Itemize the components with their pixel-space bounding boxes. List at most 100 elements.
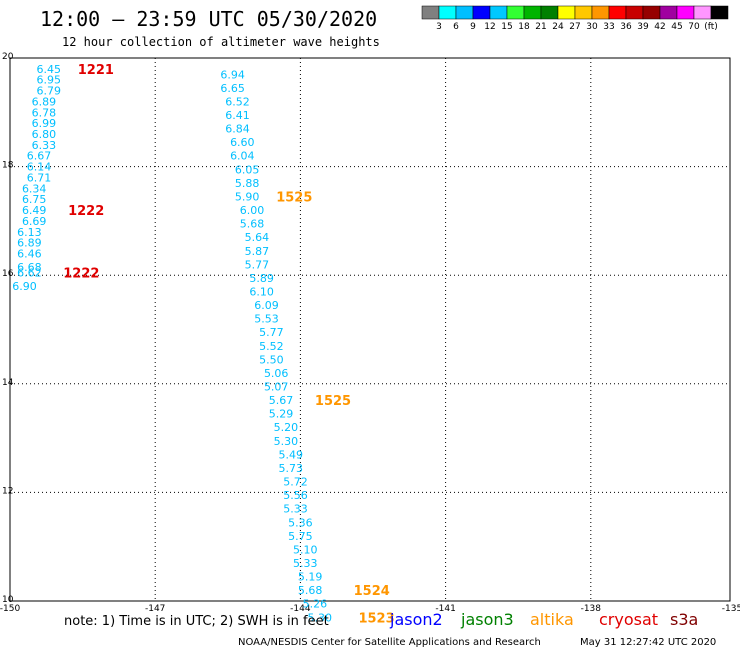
- wave-height-value: 6.13: [17, 226, 42, 239]
- wave-height-value: 5.53: [254, 313, 279, 326]
- legend-label: 18: [518, 22, 530, 32]
- wave-height-value: 6.46: [17, 247, 42, 260]
- legend-label: 27: [569, 22, 580, 32]
- latitude-tick-label: 12: [2, 486, 13, 496]
- wave-height-value: 6.14: [27, 161, 52, 174]
- wave-height-value: 5.64: [245, 231, 270, 244]
- wave-height-value: 5.29: [269, 408, 294, 421]
- wave-height-value: 5.87: [245, 245, 270, 258]
- legend-swatch: [676, 5, 695, 20]
- wave-height-value: 5.33: [293, 557, 318, 570]
- map-title: 12:00 – 23:59 UTC 05/30/2020: [40, 7, 377, 31]
- wave-height-value: 6.45: [36, 63, 61, 76]
- wave-height-value: 6.52: [225, 95, 250, 108]
- legend-swatch: [489, 5, 508, 20]
- wave-height-value: 6.89: [32, 95, 57, 108]
- legend-swatch: [574, 5, 593, 20]
- wave-height-value: 5.10: [293, 543, 318, 556]
- latitude-tick-label: 18: [2, 161, 14, 171]
- wave-height-value: 5.33: [283, 503, 308, 516]
- satellite-name-jason3: jason3: [460, 610, 514, 629]
- wave-height-value: 6.94: [220, 68, 245, 81]
- wave-height-value: 5.77: [259, 326, 284, 339]
- satellite-legend: jason2 jason3 altika cryosat s3a: [389, 610, 698, 629]
- legend-swatch: [421, 5, 440, 20]
- legend-label: 3: [436, 22, 442, 32]
- wave-height-value: 6.99: [32, 117, 57, 130]
- legend-label: 6: [453, 22, 459, 32]
- latitude-tick-label: 16: [2, 269, 14, 279]
- satellite-name-altika: altika: [530, 610, 574, 629]
- wave-height-value: 6.68: [17, 261, 42, 274]
- wave-height-value: 5.88: [235, 177, 260, 190]
- wave-height-value: 6.71: [27, 171, 52, 184]
- wave-height-value: 5.30: [308, 611, 333, 624]
- wave-height-value: 6.90: [12, 280, 37, 293]
- generated-timestamp: May 31 12:27:42 UTC 2020: [580, 637, 716, 648]
- legend-label: 15: [501, 22, 512, 32]
- legend-label: 70: [688, 22, 700, 32]
- legend-label: (ft): [704, 22, 718, 32]
- wave-height-points: 6.456.956.796.896.786.996.806.336.676.14…: [12, 63, 332, 624]
- pass-time-label: 1221: [78, 63, 114, 78]
- legend-label: 21: [535, 22, 546, 32]
- legend-label: 30: [586, 22, 598, 32]
- legend-label: 42: [654, 22, 665, 32]
- wave-height-value: 6.60: [230, 136, 255, 149]
- wave-height-value: 6.49: [22, 204, 47, 217]
- legend-swatch: [625, 5, 644, 20]
- wave-height-value: 6.65: [220, 82, 245, 95]
- longitude-tick-label: -147: [145, 604, 165, 614]
- pass-time-label: 1222: [63, 266, 99, 281]
- legend-swatch: [506, 5, 525, 20]
- legend-label: 45: [671, 22, 682, 32]
- legend-label: 9: [470, 22, 476, 32]
- wave-height-value: 6.79: [36, 85, 61, 98]
- wave-height-value: 5.26: [303, 598, 328, 611]
- wave-height-value: 6.33: [32, 139, 57, 152]
- wave-height-value: 6.09: [254, 299, 279, 312]
- wave-height-value: 5.67: [269, 394, 294, 407]
- wave-height-value: 5.90: [235, 190, 260, 203]
- wave-height-value: 5.06: [264, 367, 289, 380]
- satellite-name-cryosat: cryosat: [599, 610, 658, 629]
- legend-swatch: [693, 5, 712, 20]
- pass-time-label: 1524: [354, 584, 390, 599]
- lat-lon-grid: [10, 58, 730, 601]
- wave-height-value: 5.56: [283, 489, 308, 502]
- wave-height-value: 5.75: [288, 530, 313, 543]
- latitude-tick-label: 14: [2, 378, 14, 388]
- wave-height-value: 6.89: [17, 237, 42, 250]
- wave-height-value: 6.84: [225, 123, 250, 136]
- legend-swatch: [472, 5, 491, 20]
- axis-ticks: -150 -147 -144 -141 -138 -135 20 18 16 14 12 10: [0, 52, 740, 614]
- legend-swatch: [591, 5, 610, 20]
- units-note: note: 1) Time is in UTC; 2) SWH is in fe…: [64, 614, 329, 629]
- satellite-name-jason2: jason2: [389, 610, 443, 629]
- wave-height-value: 5.52: [259, 340, 284, 353]
- legend-label: 39: [637, 22, 649, 32]
- longitude-tick-label: -135: [722, 604, 740, 614]
- legend-swatch: [659, 5, 678, 20]
- legend-label: 33: [603, 22, 614, 32]
- wave-height-value: 6.00: [240, 204, 265, 217]
- wave-height-value: 6.10: [249, 285, 274, 298]
- wave-height-value: 5.89: [249, 272, 274, 285]
- wave-height-value: 6.75: [22, 193, 47, 206]
- wave-height-value: 6.05: [235, 163, 260, 176]
- wave-height-value: 5.20: [274, 421, 299, 434]
- longitude-tick-label: -144: [290, 604, 311, 614]
- wave-height-value: 5.30: [274, 435, 299, 448]
- wave-height-value: 5.19: [298, 571, 323, 584]
- map-subtitle: 12 hour collection of altimeter wave hei…: [62, 35, 380, 49]
- wave-height-value: 5.36: [288, 516, 313, 529]
- legend-swatch: [438, 5, 457, 20]
- legend-swatch: [455, 5, 474, 20]
- longitude-tick-label: -150: [0, 604, 20, 614]
- latitude-tick-label: 20: [2, 52, 14, 62]
- legend-swatch: [608, 5, 627, 20]
- latitude-tick-label: 10: [2, 595, 14, 605]
- legend-swatch: [523, 5, 542, 20]
- legend-swatch: [710, 5, 729, 20]
